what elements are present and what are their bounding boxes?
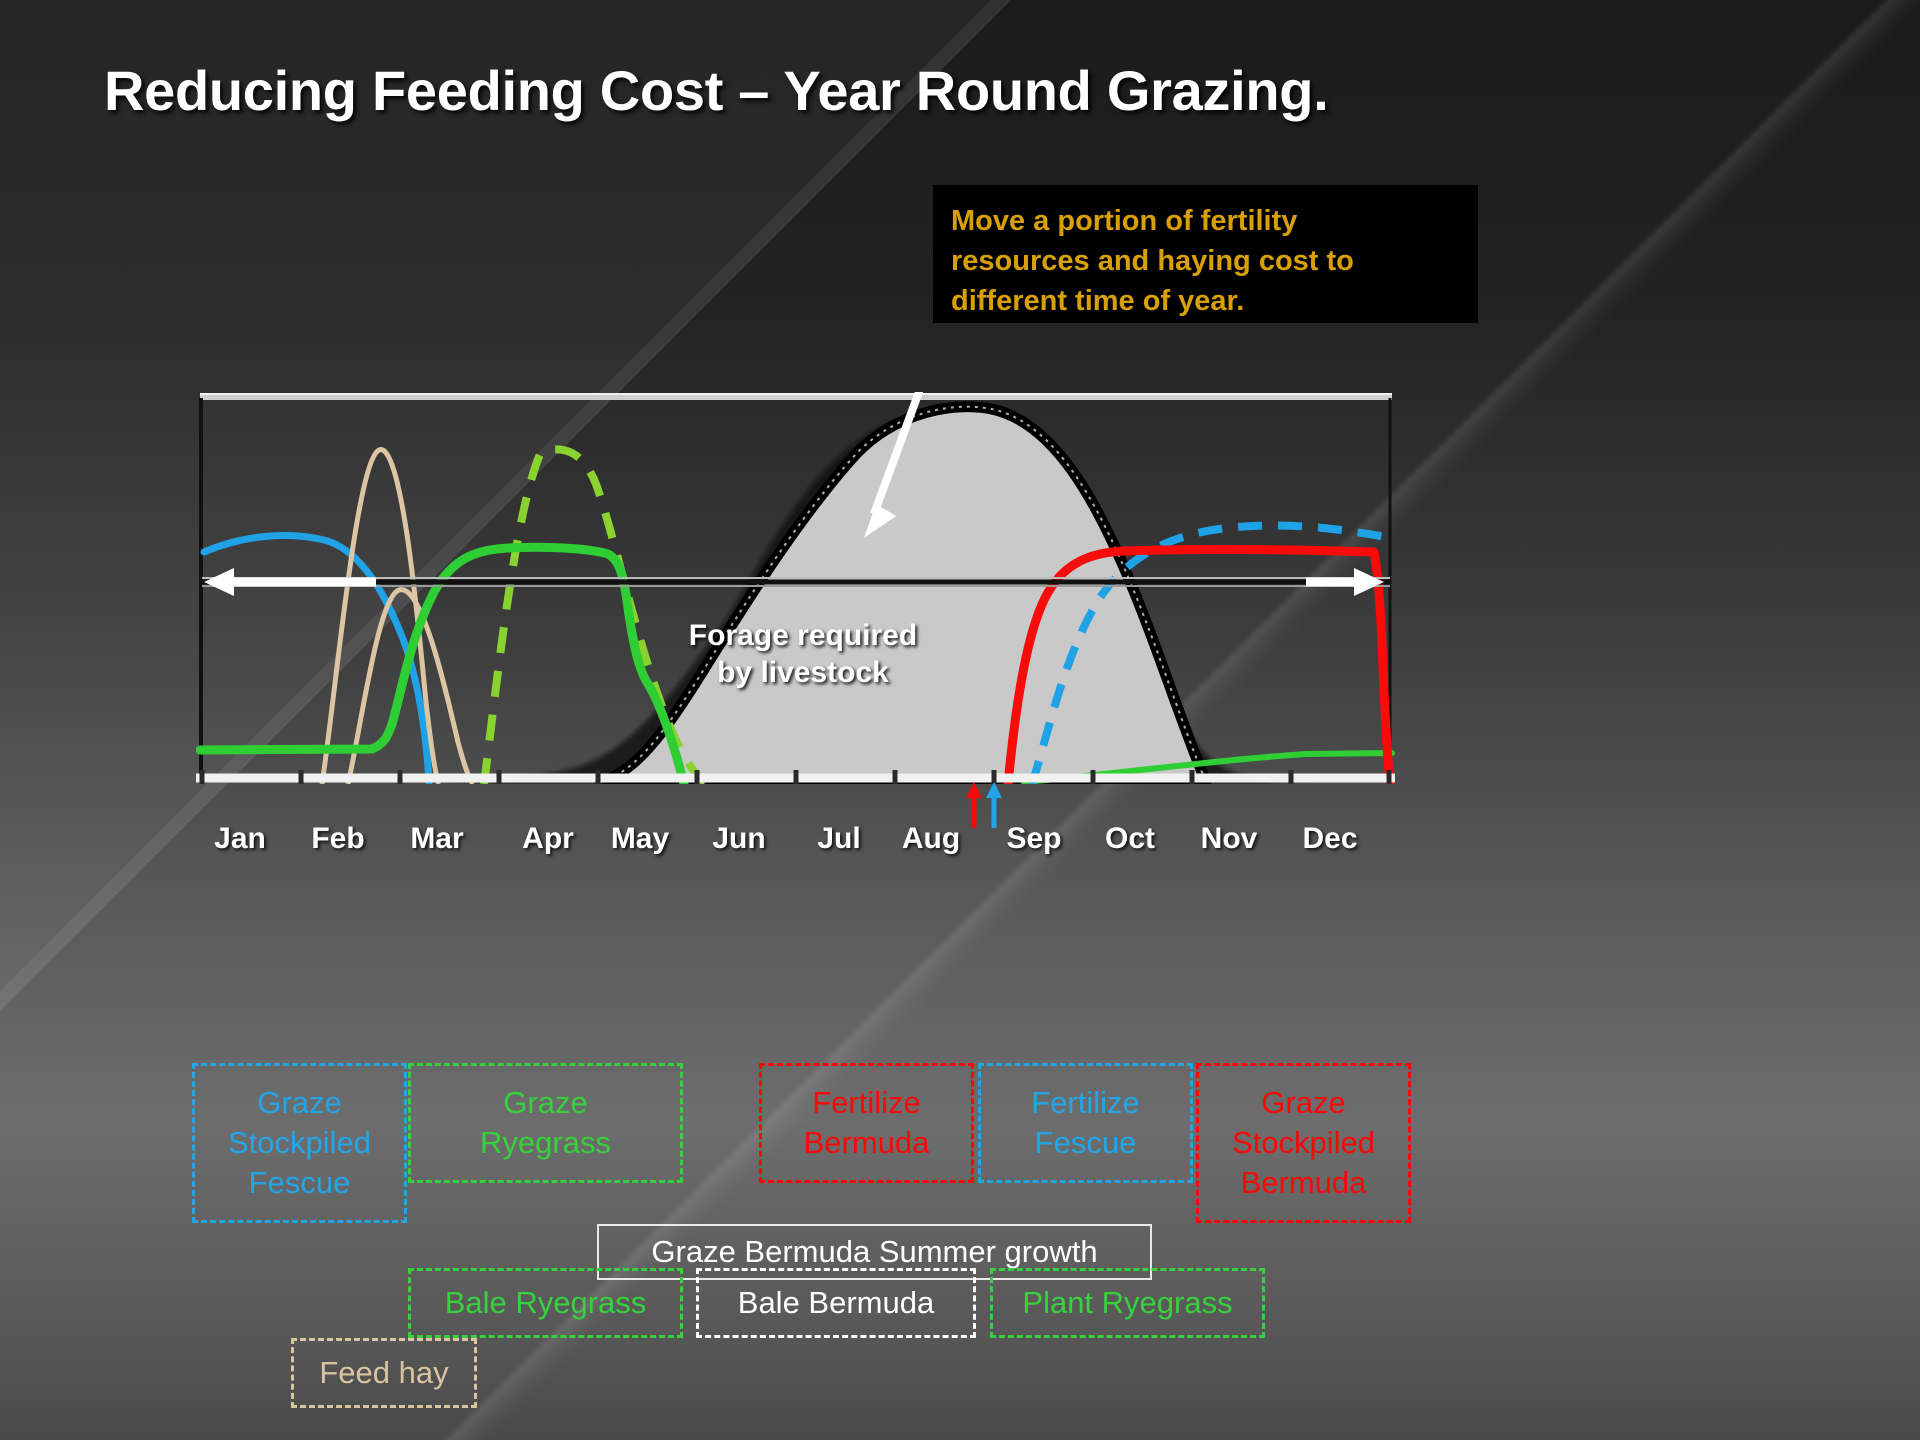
callout-line-3: different time of year. bbox=[951, 285, 1245, 317]
task-bale-bermuda-label: Bale Bermuda bbox=[737, 1285, 935, 1320]
series-stockpiled-bermuda bbox=[1003, 544, 1395, 784]
month-label-oct: Oct bbox=[1104, 822, 1155, 855]
forage-required-label: Forage required by livestock bbox=[668, 617, 938, 691]
month-label-may: May bbox=[610, 822, 670, 855]
series-hay-peak-1 bbox=[319, 447, 442, 784]
month-axis-labels: Jan Feb Mar Apr May Jun Jul Aug Sep Oct … bbox=[196, 822, 1395, 866]
task-bale-ryegrass[interactable]: Bale Ryegrass bbox=[408, 1268, 683, 1338]
callout-line-2: resources and haying cost to bbox=[951, 245, 1354, 277]
season-marker-arrows bbox=[966, 782, 1002, 828]
month-label-sep: Sep bbox=[1006, 822, 1062, 855]
task-graze-ryegrass[interactable]: Graze Ryegrass bbox=[408, 1063, 683, 1183]
month-label-mar: Mar bbox=[410, 822, 464, 855]
task-plant-ryegrass-label: Plant Ryegrass bbox=[1022, 1285, 1233, 1320]
month-label-apr: Apr bbox=[522, 822, 574, 855]
task-fertilize-bermuda[interactable]: Fertilize Bermuda bbox=[759, 1063, 974, 1183]
task-graze-bermuda-summer-growth-label: Graze Bermuda Summer growth bbox=[651, 1234, 1098, 1269]
axis-ticks bbox=[199, 770, 1392, 784]
callout-pointer-arrow bbox=[864, 392, 924, 538]
month-label-jun: Jun bbox=[712, 822, 766, 855]
forage-growth-chart bbox=[196, 392, 1395, 784]
callout-box: Move a portion of fertility resources an… bbox=[933, 185, 1478, 323]
task-graze-stockpiled-fescue-label: Graze Stockpiled Fescue bbox=[227, 1085, 372, 1200]
series-stockpiled-fescue-line bbox=[200, 532, 433, 784]
task-graze-stockpiled-fescue[interactable]: Graze Stockpiled Fescue bbox=[192, 1063, 407, 1223]
month-label-jan: Jan bbox=[214, 822, 266, 855]
month-label-jul: Jul bbox=[817, 822, 861, 855]
month-label-feb: Feb bbox=[311, 822, 365, 855]
task-bale-ryegrass-label: Bale Ryegrass bbox=[444, 1285, 647, 1320]
series-ryegrass-actual bbox=[196, 542, 689, 784]
task-graze-stockpiled-bermuda-label: Graze Stockpiled Bermuda bbox=[1231, 1085, 1376, 1200]
task-graze-stockpiled-bermuda[interactable]: Graze Stockpiled Bermuda bbox=[1196, 1063, 1411, 1223]
month-label-nov: Nov bbox=[1200, 822, 1258, 855]
forage-demand-area bbox=[594, 401, 1212, 784]
left-arrow bbox=[204, 568, 376, 596]
forage-required-line-1: Forage required bbox=[688, 619, 918, 652]
month-label-dec: Dec bbox=[1302, 822, 1358, 855]
task-fertilize-fescue[interactable]: Fertilize Fescue bbox=[978, 1063, 1193, 1183]
task-fertilize-fescue-label: Fertilize Fescue bbox=[1031, 1085, 1140, 1160]
task-fertilize-bermuda-label: Fertilize Bermuda bbox=[803, 1085, 930, 1160]
month-label-aug: Aug bbox=[901, 822, 961, 855]
forage-required-line-2: by livestock bbox=[717, 656, 889, 689]
task-graze-ryegrass-label: Graze Ryegrass bbox=[480, 1085, 611, 1160]
callout-line-1: Move a portion of fertility bbox=[951, 205, 1298, 237]
series-ryegrass-potential bbox=[480, 445, 709, 784]
right-arrow bbox=[1306, 568, 1384, 596]
task-bale-bermuda[interactable]: Bale Bermuda bbox=[696, 1268, 976, 1338]
task-feed-hay-label: Feed hay bbox=[319, 1355, 449, 1390]
series-fescue-fall-dashed bbox=[1028, 521, 1393, 784]
task-graze-bermuda-summer-growth[interactable]: Graze Bermuda Summer growth bbox=[597, 1224, 1152, 1280]
page-title: Reducing Feeding Cost – Year Round Grazi… bbox=[104, 59, 1329, 122]
chart-svg bbox=[196, 392, 1395, 784]
task-feed-hay[interactable]: Feed hay bbox=[291, 1338, 477, 1408]
task-plant-ryegrass[interactable]: Plant Ryegrass bbox=[990, 1268, 1265, 1338]
series-hay-peak-2 bbox=[345, 587, 476, 784]
